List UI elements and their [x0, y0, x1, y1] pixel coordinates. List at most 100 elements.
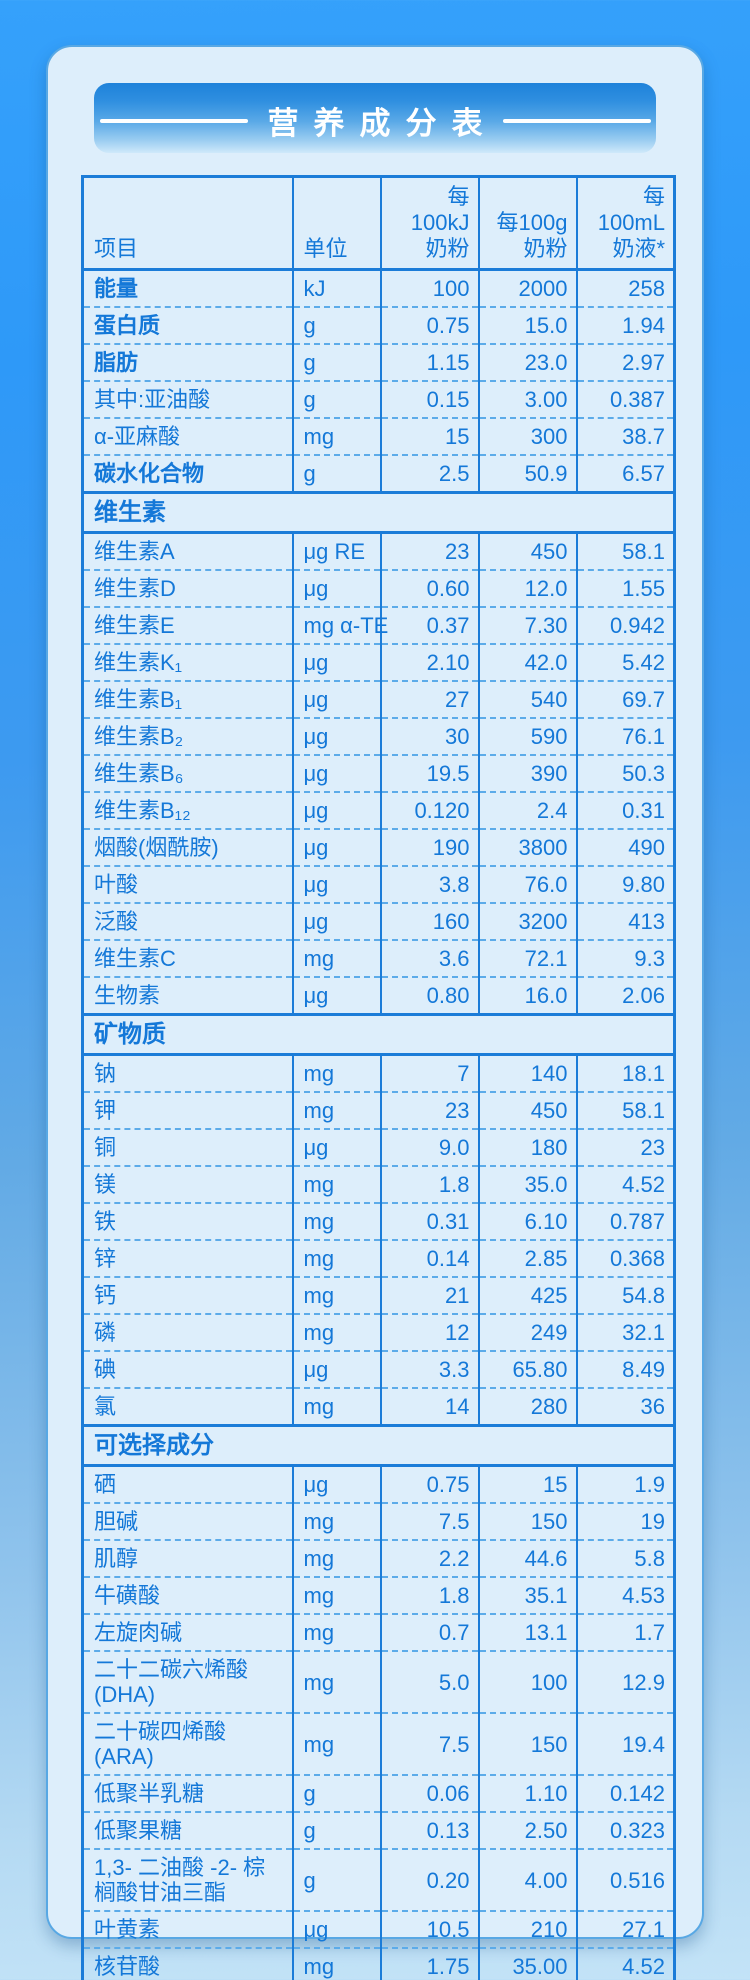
per-100kj-cell: 7.5 — [379, 1502, 479, 1540]
unit-cell: μg — [291, 643, 381, 681]
table-row: 泛酸 μg 160 3200 413 — [82, 902, 675, 940]
unit-cell: μg — [291, 791, 381, 829]
per-100ml-cell: 32.1 — [575, 1313, 675, 1351]
unit-cell: μg — [291, 680, 381, 718]
item-name-cell: 蛋白质 — [82, 306, 293, 344]
per-100g-cell: 15 — [477, 1465, 577, 1503]
table-row: 叶黄素 μg 10.5 210 27.1 — [82, 1910, 675, 1948]
per-100kj-cell: 160 — [379, 902, 479, 940]
item-name-cell: 磷 — [82, 1313, 293, 1351]
item-name-cell: 烟酸(烟酰胺) — [82, 828, 293, 866]
per-100kj-cell: 30 — [379, 717, 479, 755]
unit-cell: μg — [291, 754, 381, 792]
item-name-cell: 铜 — [82, 1128, 293, 1166]
per-100g-cell: 280 — [477, 1387, 577, 1426]
table-row: 磷 mg 12 249 32.1 — [82, 1313, 675, 1351]
item-name-cell: 钾 — [82, 1091, 293, 1129]
per-100g-cell: 590 — [477, 717, 577, 755]
section-header-cell: 可选择成分 — [82, 1424, 675, 1467]
section-header-cell: 维生素 — [82, 491, 675, 534]
per-100g-cell: 425 — [477, 1276, 577, 1314]
table-row: 核苷酸 mg 1.75 35.00 4.52 — [82, 1947, 675, 1980]
item-name-cell: 牛磺酸 — [82, 1576, 293, 1614]
item-name-cell: 碘 — [82, 1350, 293, 1388]
per-100kj-cell: 0.31 — [379, 1202, 479, 1240]
table-row: 钾 mg 23 450 58.1 — [82, 1091, 675, 1129]
header-per-100kj-line2: 奶粉 — [425, 236, 470, 261]
per-100ml-cell: 4.53 — [575, 1576, 675, 1614]
per-100kj-cell: 15 — [379, 417, 479, 455]
per-100kj-cell: 10.5 — [379, 1910, 479, 1948]
per-100kj-cell: 1.8 — [379, 1576, 479, 1614]
table-row: 铜 μg 9.0 180 23 — [82, 1128, 675, 1166]
table-row: 维生素B₆ μg 19.5 390 50.3 — [82, 754, 675, 792]
page-title: 营养成分表 — [267, 105, 498, 141]
table-body: 能量 kJ 100 2000 258 蛋白质 g 0.75 15.0 1.94 … — [82, 269, 675, 1980]
table-row: 蛋白质 g 0.75 15.0 1.94 — [82, 306, 675, 344]
table-row: 碳水化合物 g 2.5 50.9 6.57 — [82, 454, 675, 493]
item-name-cell: 维生素B₂ — [82, 717, 293, 755]
item-name-cell: 钠 — [94, 1061, 117, 1086]
unit-cell: mg — [291, 1712, 381, 1775]
per-100kj-cell: 23 — [379, 532, 479, 570]
per-100ml-cell: 0.31 — [575, 791, 675, 829]
table-row: 铁 mg 0.31 6.10 0.787 — [82, 1202, 675, 1240]
table-row: 维生素K₁ μg 2.10 42.0 5.42 — [82, 643, 675, 681]
section-header-row: 可选择成分 — [82, 1424, 675, 1467]
unit-cell: μg RE — [291, 532, 381, 570]
per-100ml-cell: 69.7 — [575, 680, 675, 718]
table-row: 氯 mg 14 280 36 — [82, 1387, 675, 1426]
per-100g-cell: 35.00 — [477, 1947, 577, 1980]
per-100kj-cell: 9.0 — [379, 1128, 479, 1166]
per-100kj-cell: 0.75 — [379, 306, 479, 344]
unit-cell: mg — [291, 1239, 381, 1277]
unit-cell: μg — [291, 1465, 381, 1503]
table-row: 钙 mg 21 425 54.8 — [82, 1276, 675, 1314]
per-100g-cell: 249 — [477, 1313, 577, 1351]
table-row: 烟酸(烟酰胺) μg 190 3800 490 — [82, 828, 675, 866]
item-name-cell: 维生素D — [82, 569, 293, 607]
per-100g-cell: 3200 — [477, 902, 577, 940]
table-row: 维生素C mg 3.6 72.1 9.3 — [82, 939, 675, 977]
per-100kj-cell: 0.7 — [379, 1613, 479, 1651]
per-100ml-cell: 258 — [575, 269, 675, 307]
per-100ml-cell: 0.942 — [575, 606, 675, 644]
table-row: 维生素B₁ μg 27 540 69.7 — [82, 680, 675, 718]
per-100g-cell: 13.1 — [477, 1613, 577, 1651]
per-100g-cell: 50.9 — [477, 454, 577, 493]
per-100ml-cell: 58.1 — [575, 532, 675, 570]
per-100kj-cell: 23 — [379, 1091, 479, 1129]
per-100ml-cell: 2.06 — [575, 976, 675, 1015]
header-per-100g-line1: 每100g — [496, 210, 568, 235]
unit-cell: mg — [291, 1054, 381, 1092]
per-100kj-cell: 3.8 — [379, 865, 479, 903]
section-header-row: 维生素 — [82, 491, 675, 534]
per-100ml-cell: 0.787 — [575, 1202, 675, 1240]
item-name-cell: 二十二碳六烯酸 (DHA) — [82, 1650, 293, 1713]
per-100g-cell: 12.0 — [477, 569, 577, 607]
per-100kj-cell: 190 — [379, 828, 479, 866]
per-100kj-cell: 5.0 — [379, 1650, 479, 1713]
unit-cell: mg — [291, 1947, 381, 1980]
item-name-cell: 钙 — [82, 1276, 293, 1314]
table-row: 牛磺酸 mg 1.8 35.1 4.53 — [82, 1576, 675, 1614]
unit-cell: mg — [291, 1165, 381, 1203]
per-100ml-cell: 0.323 — [575, 1811, 675, 1849]
per-100g-cell: 35.1 — [477, 1576, 577, 1614]
header-per-100ml-line1: 每100mL — [597, 184, 665, 235]
table-row: 维生素B₁₂ μg 0.120 2.4 0.31 — [82, 791, 675, 829]
per-100ml-cell: 2.97 — [575, 343, 675, 381]
table-header-row: 项目 单位 每100kJ 奶粉 每100g 奶粉 每100mL 奶液* — [82, 176, 675, 271]
table-row: 钠 mg 7 140 18.1 — [83, 1054, 675, 1092]
table-row: 脂肪 g 1.15 23.0 2.97 — [82, 343, 675, 381]
per-100kj-cell: 3.6 — [379, 939, 479, 977]
item-name-cell: 能量 — [94, 276, 139, 301]
per-100ml-cell: 54.8 — [575, 1276, 675, 1314]
unit-cell: μg — [291, 828, 381, 866]
per-100g-cell: 3.00 — [477, 380, 577, 418]
item-name-cell: 维生素C — [82, 939, 293, 977]
per-100ml-cell: 36 — [575, 1387, 675, 1426]
table-row: 二十碳四烯酸 (ARA) mg 7.5 150 19.4 — [82, 1712, 675, 1775]
unit-cell: mg — [291, 1576, 381, 1614]
item-name-cell: 泛酸 — [82, 902, 293, 940]
